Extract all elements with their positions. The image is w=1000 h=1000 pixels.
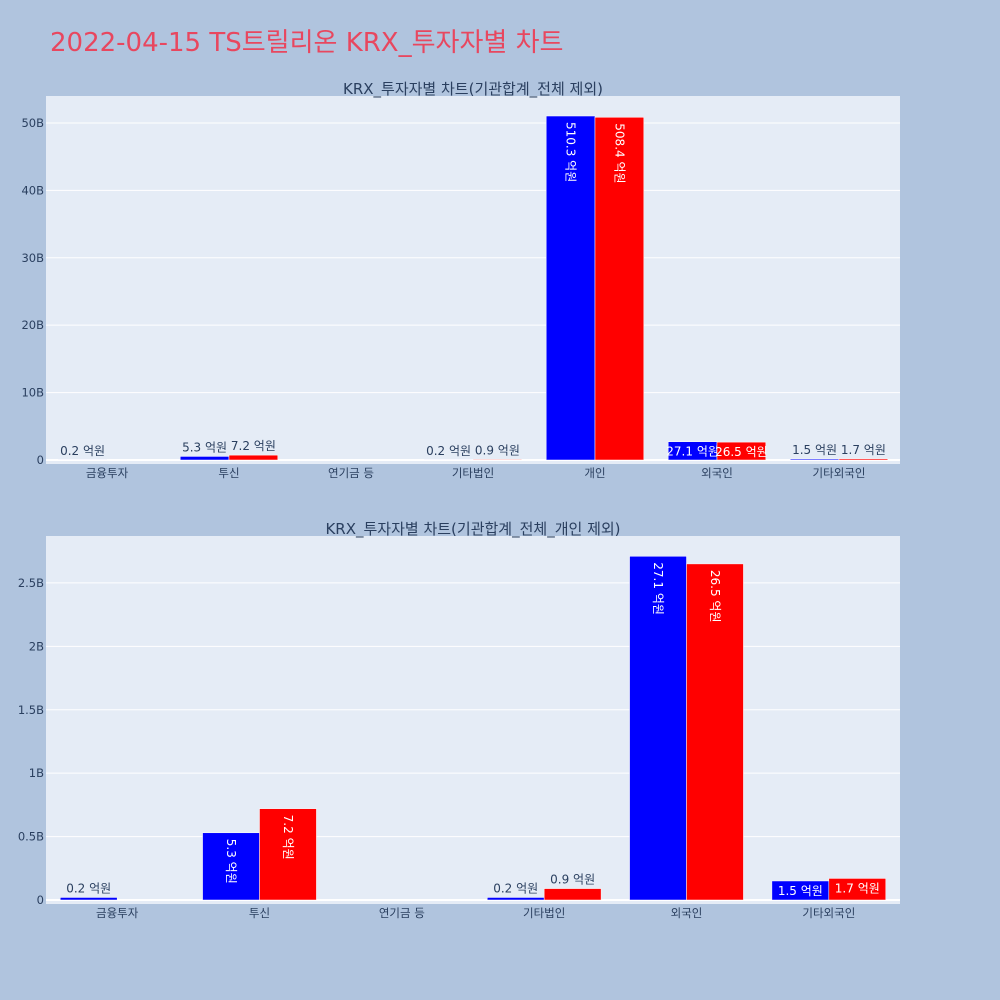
x-tick-label: 기타외국인: [802, 906, 855, 920]
chart-title: KRX_투자자별 차트(기관합계_전체_개인 제외): [325, 520, 620, 539]
x-tick-label: 투신: [218, 466, 239, 480]
bar: [828, 878, 887, 901]
bar-data-label: 1.5 억원: [792, 443, 837, 457]
bar: [486, 897, 545, 901]
y-tick-label: 20B: [21, 318, 44, 332]
bar-data-label: 0.2 억원: [493, 881, 538, 895]
bar: [202, 832, 260, 901]
x-tick-label: 기타외국인: [813, 466, 866, 480]
chart-1: 0 10B 20B 30B 40B 50B KRX_투자자별 차트(기관합계_전체 제외) 금…: [21, 80, 900, 480]
x-tick-label: 개인: [584, 466, 605, 480]
bar-data-label: 0.2 억원: [426, 444, 471, 458]
bar: [716, 441, 767, 461]
y-tick-label: 1.5B: [18, 703, 44, 717]
x-tick-label: 연기금 등: [328, 466, 374, 480]
y-tick-label: 0.5B: [18, 830, 44, 844]
bar-data-label: 510.3 억원: [564, 122, 578, 182]
bar: [838, 458, 889, 461]
x-tick-label: 외국인: [701, 466, 733, 480]
bar: [543, 888, 602, 901]
chart-2: 0 0.5B 1B 1.5B 2B 2.5B KRX_투자자별 차트(기관합계_전체_개인 …: [18, 520, 900, 920]
bar-data-label: 1.7 억원: [835, 881, 880, 895]
y-tick-label: 10B: [21, 386, 44, 400]
y-tick-label: 40B: [21, 183, 44, 197]
y-tick-label: 30B: [21, 251, 44, 265]
y-tick-label: 1B: [29, 766, 44, 780]
y-tick-label: 2B: [29, 639, 44, 653]
bar-data-label: 7.2 억원: [281, 815, 295, 860]
x-tick-label: 기타법인: [452, 466, 494, 480]
bar-data-label: 0.2 억원: [66, 881, 111, 895]
y-tick-label: 0: [37, 893, 44, 907]
bar-data-label: 27.1 억원: [651, 562, 665, 615]
bar-data-label: 0.9 억원: [475, 443, 520, 457]
bar: [179, 456, 230, 461]
x-tick-label: 외국인: [671, 906, 703, 920]
bar-data-label: 508.4 억원: [612, 123, 626, 183]
bar-data-label: 7.2 억원: [231, 439, 276, 453]
bar: [59, 897, 118, 901]
x-tick-label: 기타법인: [523, 906, 565, 920]
bar-data-label: 5.3 억원: [182, 440, 227, 454]
x-tick-label: 투신: [249, 906, 270, 920]
bar-data-label: 0.2 억원: [60, 444, 105, 458]
bar-data-label: 5.3 억원: [224, 839, 238, 884]
y-tick-label: 50B: [21, 116, 44, 130]
bar: [594, 117, 645, 461]
plot-area: [46, 96, 900, 464]
bar-data-label: 0.9 억원: [550, 873, 595, 887]
x-tick-label: 연기금 등: [379, 906, 425, 920]
x-tick-label: 금융투자: [96, 906, 139, 920]
bar: [629, 556, 687, 901]
bar-data-label: 26.5 억원: [715, 445, 768, 459]
bar-data-label: 1.7 억원: [841, 443, 886, 457]
chart-title: KRX_투자자별 차트(기관합계_전체 제외): [343, 80, 603, 99]
bar: [259, 808, 317, 901]
plot-area: [46, 536, 900, 904]
bar-data-label: 27.1 억원: [666, 445, 719, 459]
x-tick-label: 금융투자: [86, 466, 129, 480]
bar-data-label: 1.5 억원: [778, 884, 823, 898]
bar: [472, 459, 523, 461]
bar-data-label: 26.5 억원: [708, 570, 722, 623]
bar: [686, 563, 744, 901]
bar: [228, 454, 279, 461]
bar: [789, 458, 840, 461]
page-title: 2022-04-15 TS트릴리온 KRX_투자자별 차트: [50, 28, 564, 58]
y-tick-label: 2.5B: [18, 576, 44, 590]
y-tick-label: 0: [37, 453, 44, 467]
